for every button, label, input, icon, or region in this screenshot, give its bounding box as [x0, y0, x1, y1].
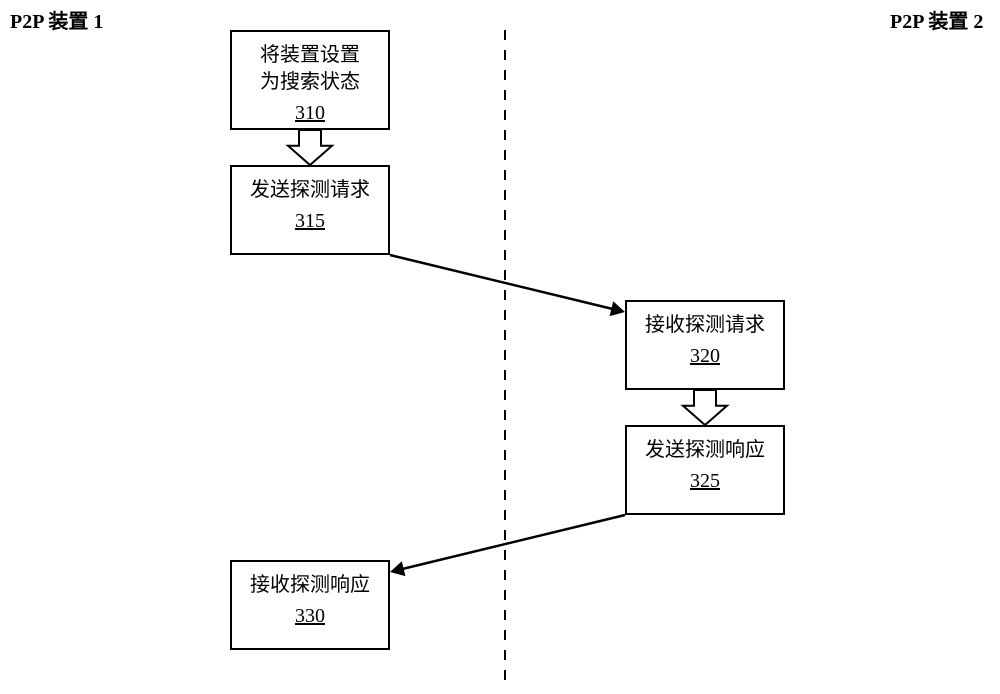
flow-box-315: 发送探测请求 315	[230, 165, 390, 255]
header-left: P2P 装置 1	[10, 5, 103, 34]
flow-box-label: 接收探测请求	[627, 312, 783, 339]
flow-box-number: 320	[627, 345, 783, 368]
flow-box-number: 325	[627, 470, 783, 493]
flow-box-325: 发送探测响应 325	[625, 425, 785, 515]
flow-box-310: 将装置设置为搜索状态 310	[230, 30, 390, 130]
flow-box-label: 接收探测响应	[232, 572, 388, 599]
flow-box-320: 接收探测请求 320	[625, 300, 785, 390]
flow-box-label: 将装置设置为搜索状态	[232, 42, 388, 96]
flow-box-label: 发送探测响应	[627, 437, 783, 464]
diagram-canvas: P2P 装置 1 P2P 装置 2 将装置设置为搜索状态 310 发送探测请求 315…	[0, 0, 1000, 694]
flow-box-number: 330	[232, 605, 388, 628]
flow-box-label: 发送探测请求	[232, 177, 388, 204]
connectors-svg	[0, 0, 1000, 694]
flow-box-330: 接收探测响应 330	[230, 560, 390, 650]
flow-box-number: 315	[232, 210, 388, 233]
header-right: P2P 装置 2	[890, 5, 983, 34]
flow-box-number: 310	[232, 102, 388, 125]
